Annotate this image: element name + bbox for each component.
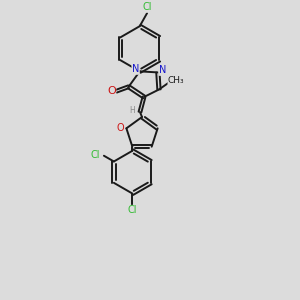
Text: N: N <box>159 65 166 75</box>
Text: Cl: Cl <box>142 2 152 12</box>
Text: H: H <box>130 106 135 115</box>
Text: O: O <box>107 86 116 96</box>
Text: N: N <box>132 64 139 74</box>
Text: CH₃: CH₃ <box>168 76 184 85</box>
Text: O: O <box>116 122 124 133</box>
Text: Cl: Cl <box>128 206 137 215</box>
Text: Cl: Cl <box>91 150 100 160</box>
